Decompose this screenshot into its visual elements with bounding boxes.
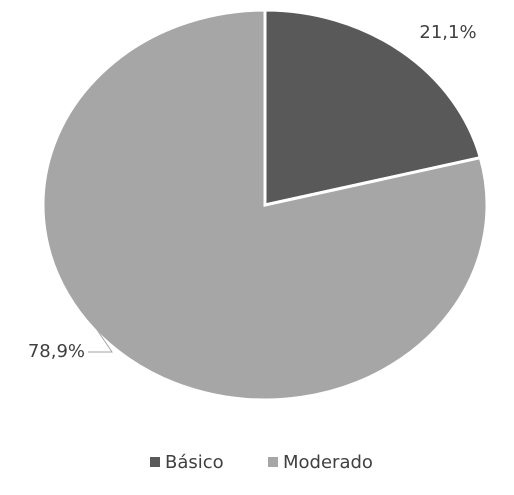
data-label: 78,9% (28, 341, 85, 362)
pie-slice (263, 8, 483, 207)
pie-slice (41, 8, 489, 402)
legend-label: Moderado (283, 452, 373, 473)
leader-line (86, 314, 113, 353)
data-label: 21,1% (419, 22, 476, 43)
legend-label: Básico (165, 452, 224, 473)
legend-swatch (150, 457, 160, 467)
legend-swatch (268, 457, 278, 467)
